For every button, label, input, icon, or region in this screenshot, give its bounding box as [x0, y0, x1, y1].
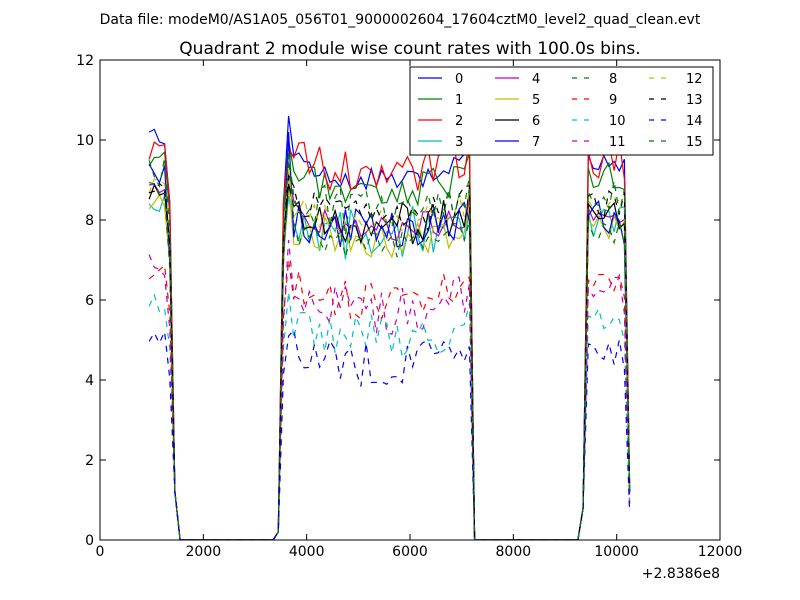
- y-tick-label: 8: [85, 213, 94, 229]
- y-tick-label: 12: [76, 53, 94, 69]
- legend-label-9: 9: [609, 93, 617, 108]
- series-line-7: [148, 131, 631, 540]
- legend-label-5: 5: [532, 93, 540, 108]
- figure-suptitle: Data file: modeM0/AS1A05_056T01_90000026…: [100, 12, 701, 28]
- x-tick-label: 12000: [698, 544, 743, 560]
- chart-title: Quadrant 2 module wise count rates with …: [179, 39, 640, 59]
- legend-label-15: 15: [686, 135, 703, 150]
- series-line-5: [148, 179, 631, 540]
- series-line-8: [149, 159, 631, 540]
- y-tick-label: 6: [85, 293, 94, 309]
- series-layer: [148, 115, 631, 540]
- legend-label-0: 0: [455, 72, 463, 87]
- series-line-6: [148, 183, 631, 540]
- legend-label-7: 7: [532, 135, 540, 150]
- x-tick-label: 0: [96, 544, 105, 560]
- legend-label-3: 3: [455, 135, 463, 150]
- x-tick-label: 6000: [392, 544, 428, 560]
- series-line-12: [148, 167, 631, 540]
- series-line-10: [148, 291, 631, 540]
- legend-label-13: 13: [686, 93, 703, 108]
- legend-label-11: 11: [609, 135, 626, 150]
- x-tick-label: 2000: [186, 544, 222, 560]
- x-tick-label: 10000: [594, 544, 639, 560]
- y-tick-label: 0: [85, 533, 94, 549]
- x-tick-label: 4000: [289, 544, 325, 560]
- y-tick-label: 2: [85, 453, 94, 469]
- x-tick-label: 8000: [496, 544, 532, 560]
- series-line-4: [148, 171, 631, 540]
- y-tick-label: 4: [85, 373, 94, 389]
- legend-label-10: 10: [609, 114, 626, 129]
- series-line-1: [148, 139, 631, 540]
- series-line-9: [148, 259, 631, 540]
- legend-label-14: 14: [686, 114, 703, 129]
- legend-label-6: 6: [532, 114, 540, 129]
- legend-label-12: 12: [686, 72, 703, 87]
- legend-label-8: 8: [609, 72, 617, 87]
- legend-label-4: 4: [532, 72, 540, 87]
- y-tick-label: 10: [76, 133, 94, 149]
- legend-label-2: 2: [455, 114, 463, 129]
- legend-label-1: 1: [455, 93, 463, 108]
- legend-frame: [409, 66, 714, 156]
- series-line-2: [148, 138, 631, 540]
- x-axis: 0 2000 4000 6000 8000 10000 12000: [96, 60, 743, 560]
- x-offset-label: +2.8386e8: [642, 566, 720, 582]
